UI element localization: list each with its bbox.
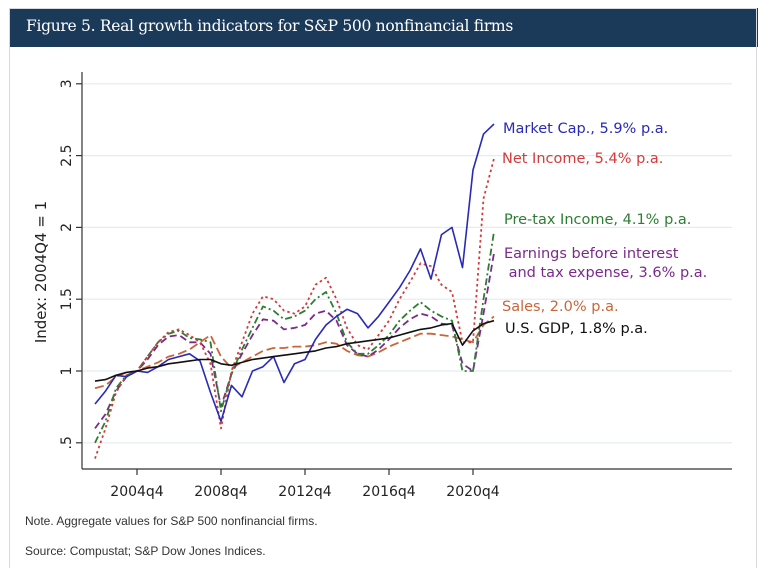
y-tick-label: 3 (59, 79, 75, 88)
figure-source: Source: Compustat; S&P Dow Jones Indices… (25, 544, 266, 558)
series-line-sales (94, 315, 495, 390)
series-label: U.S. GDP, 1.8% p.a. (505, 321, 648, 337)
series-label: Sales, 2.0% p.a. (502, 299, 619, 315)
x-tick-label: 2012q4 (278, 484, 332, 500)
series-line-pre-tax-income (94, 231, 495, 444)
x-tick-label: 2016q4 (362, 484, 416, 500)
series-label: Market Cap., 5.9% p.a. (503, 121, 668, 137)
series-line-u-s-gdp (94, 319, 495, 382)
x-ticks: 2004q4 2008q4 2012q4 2016q4 2020q4 (110, 469, 500, 500)
x-tick-label: 2008q4 (194, 484, 248, 500)
series-line-net-income (94, 158, 495, 459)
y-tick-label: 1.5 (59, 288, 75, 310)
series-label: Net Income, 5.4% p.a. (502, 151, 663, 167)
x-tick-label: 2020q4 (446, 484, 500, 500)
figure-note: Note. Aggregate values for S&P 500 nonfi… (25, 514, 318, 528)
figure-frame (9, 8, 757, 568)
gridlines (83, 83, 732, 444)
y-tick-label: 2 (59, 223, 75, 232)
series-lines (94, 123, 495, 459)
y-axis-label: Index: 2004Q4 = 1 (32, 201, 50, 343)
y-ticks: .5 1 1.5 2 2.5 3 (59, 79, 82, 449)
figure-title-bar: Figure 5. Real growth indicators for S&P… (9, 8, 758, 47)
series-labels: Market Cap., 5.9% p.a. Net Income, 5.4% p… (502, 121, 707, 337)
series-line-earnings-before-interest-and-tax-expense (94, 253, 495, 429)
series-label: Earnings before interest and tax expense… (504, 246, 707, 281)
y-tick-label: 2.5 (59, 144, 75, 166)
y-tick-label: 1 (59, 367, 75, 376)
y-tick-label: .5 (59, 436, 75, 449)
figure-title: Figure 5. Real growth indicators for S&P… (26, 17, 513, 35)
series-line-market-cap- (94, 123, 495, 423)
x-tick-label: 2004q4 (110, 484, 164, 500)
series-label: Pre-tax Income, 4.1% p.a. (504, 212, 691, 228)
axes (81, 72, 732, 470)
